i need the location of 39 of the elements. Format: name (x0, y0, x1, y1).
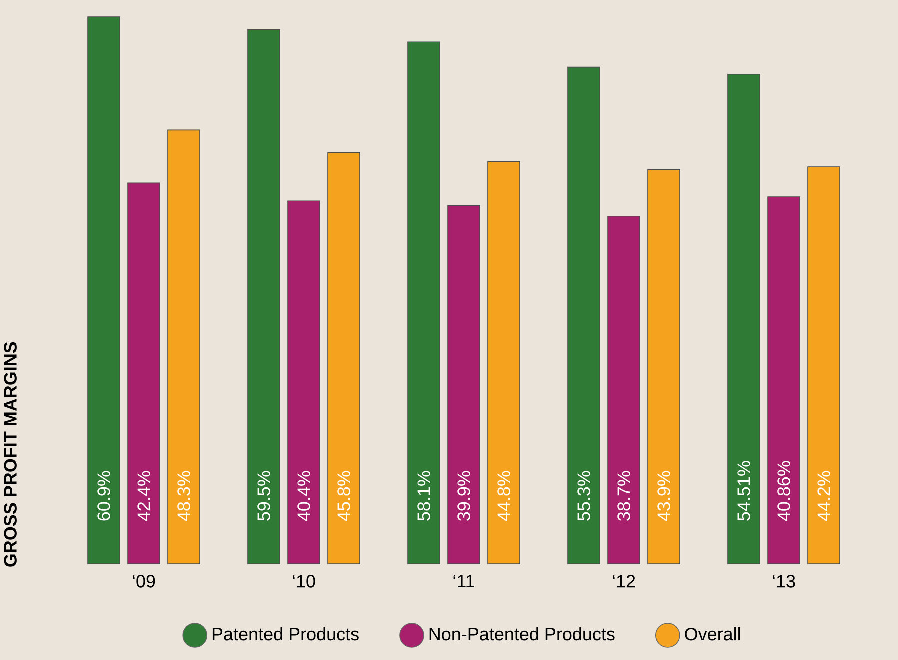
data-label: 45.8% (338, 471, 350, 522)
data-label: 43.9% (658, 471, 670, 522)
x-tick-label: ‘10 (293, 575, 316, 588)
legend-label: Non-Patented Products (430, 627, 615, 641)
data-label: 42.4% (138, 471, 150, 522)
data-label: 59.5% (258, 471, 270, 521)
x-tick-label: ‘12 (613, 575, 636, 588)
data-label: 39.9% (458, 471, 470, 521)
x-tick-label: ‘13 (773, 575, 796, 588)
bar (288, 200, 320, 564)
bar (128, 182, 160, 564)
data-label: 48.3% (178, 471, 190, 522)
bar (88, 16, 120, 564)
bar (488, 161, 520, 564)
data-label: 40.86% (778, 461, 790, 522)
bar (328, 152, 360, 564)
data-label: 60.9% (98, 471, 110, 521)
data-label: 55.3% (578, 471, 590, 521)
legend-label: Overall (685, 627, 740, 641)
bar (448, 205, 480, 564)
data-label: 40.4% (298, 471, 310, 522)
x-tick-label: ‘11 (454, 575, 474, 588)
legend-label: Patented Products (212, 627, 359, 641)
data-label: 38.7% (618, 471, 630, 521)
bar (608, 216, 640, 564)
x-tick-label: ‘09 (133, 575, 156, 588)
y-axis-title: GROSS PROFIT MARGINS (4, 342, 17, 567)
data-label: 44.2% (818, 471, 830, 522)
bar (248, 29, 280, 564)
bar (408, 42, 440, 564)
data-label: 54.51% (738, 461, 750, 521)
bar (808, 166, 840, 564)
bar (648, 169, 680, 564)
data-label: 44.8% (498, 471, 510, 522)
data-label: 58.1% (418, 471, 430, 521)
bar (768, 196, 800, 564)
bar (168, 130, 200, 564)
bar (728, 74, 760, 564)
bar (568, 66, 600, 564)
